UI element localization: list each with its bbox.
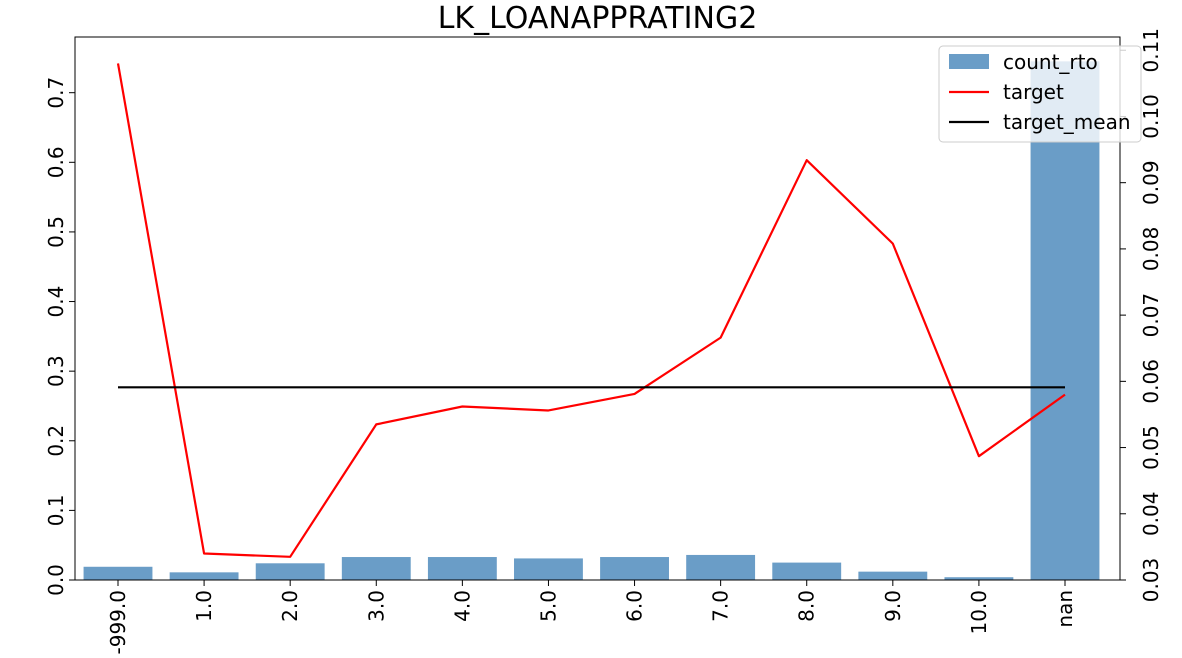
y-right-tick-label-1: 0.04 (1139, 492, 1163, 537)
bar-4 (427, 557, 497, 580)
x-tick-label-1: 1.0 (192, 590, 216, 622)
bar-3 (341, 557, 411, 580)
bar-5 (514, 558, 583, 580)
x-tick-label-7: 7.0 (709, 590, 733, 622)
legend-swatch-0 (949, 54, 989, 69)
x-axis: -999.0 1.0 2.0 3.0 4.0 5.0 6.0 7.0 8.0 9.0 10.0 nan (106, 580, 1077, 654)
y-right-tick-label-2: 0.05 (1139, 425, 1163, 470)
chart-title: LK_LOANAPPRATING2 (438, 1, 758, 36)
y-axis-left: 0.0 0.1 0.2 0.3 0.4 0.5 0.6 0.7 (44, 77, 75, 596)
legend-label-2: target_mean (1003, 110, 1131, 134)
bar-6 (600, 557, 669, 580)
bar-2 (255, 563, 325, 580)
x-tick-label-8: 8.0 (795, 590, 819, 622)
x-tick-label-10: 10.0 (967, 590, 991, 635)
x-tick-label-2: 2.0 (278, 590, 302, 622)
x-tick-label-6: 6.0 (623, 590, 647, 622)
legend-box (938, 45, 1142, 143)
x-tick-label-3: 3.0 (364, 590, 388, 622)
bar-0 (83, 566, 153, 580)
bar-7 (686, 554, 756, 580)
lines-group (116, 63, 1066, 558)
y-axis-right: 0.03 0.04 0.05 0.06 0.07 0.08 0.09 0.10 0.11 (1120, 28, 1163, 602)
bar-10 (944, 577, 1014, 580)
x-tick-label-0: -999.0 (106, 590, 130, 654)
legend-label-1: target (1003, 80, 1064, 104)
x-tick-label-11: nan (1053, 590, 1077, 628)
bar-11 (1030, 61, 1100, 581)
x-tick-label-5: 5.0 (536, 590, 560, 622)
y-right-tick-label-0: 0.03 (1139, 558, 1163, 603)
y-left-tick-label-4: 0.4 (44, 286, 68, 318)
plot-frame (74, 36, 1121, 581)
y-right-tick-label-8: 0.11 (1139, 28, 1163, 73)
x-tick-label-9: 9.0 (881, 590, 905, 622)
y-left-tick-label-0: 0.0 (44, 564, 68, 596)
y-right-tick-label-7: 0.10 (1139, 94, 1163, 139)
y-right-tick-label-3: 0.06 (1139, 359, 1163, 404)
y-left-tick-label-1: 0.1 (44, 494, 68, 526)
y-right-tick-label-5: 0.08 (1139, 227, 1163, 272)
bar-8 (772, 562, 842, 580)
y-left-tick-label-6: 0.6 (44, 146, 68, 178)
y-left-tick-label-7: 0.7 (44, 77, 68, 109)
line-target (116, 63, 1066, 558)
bar-9 (858, 571, 928, 580)
x-tick-label-4: 4.0 (450, 590, 474, 622)
legend-label-0: count_rto (1003, 50, 1098, 74)
y-left-tick-label-5: 0.5 (44, 216, 68, 248)
y-left-tick-label-3: 0.3 (44, 355, 68, 387)
y-right-tick-label-4: 0.07 (1139, 293, 1163, 338)
bar-1 (169, 572, 239, 580)
bars-group (83, 61, 1100, 581)
y-right-tick-label-6: 0.09 (1139, 160, 1163, 205)
y-left-tick-label-2: 0.2 (44, 425, 68, 457)
